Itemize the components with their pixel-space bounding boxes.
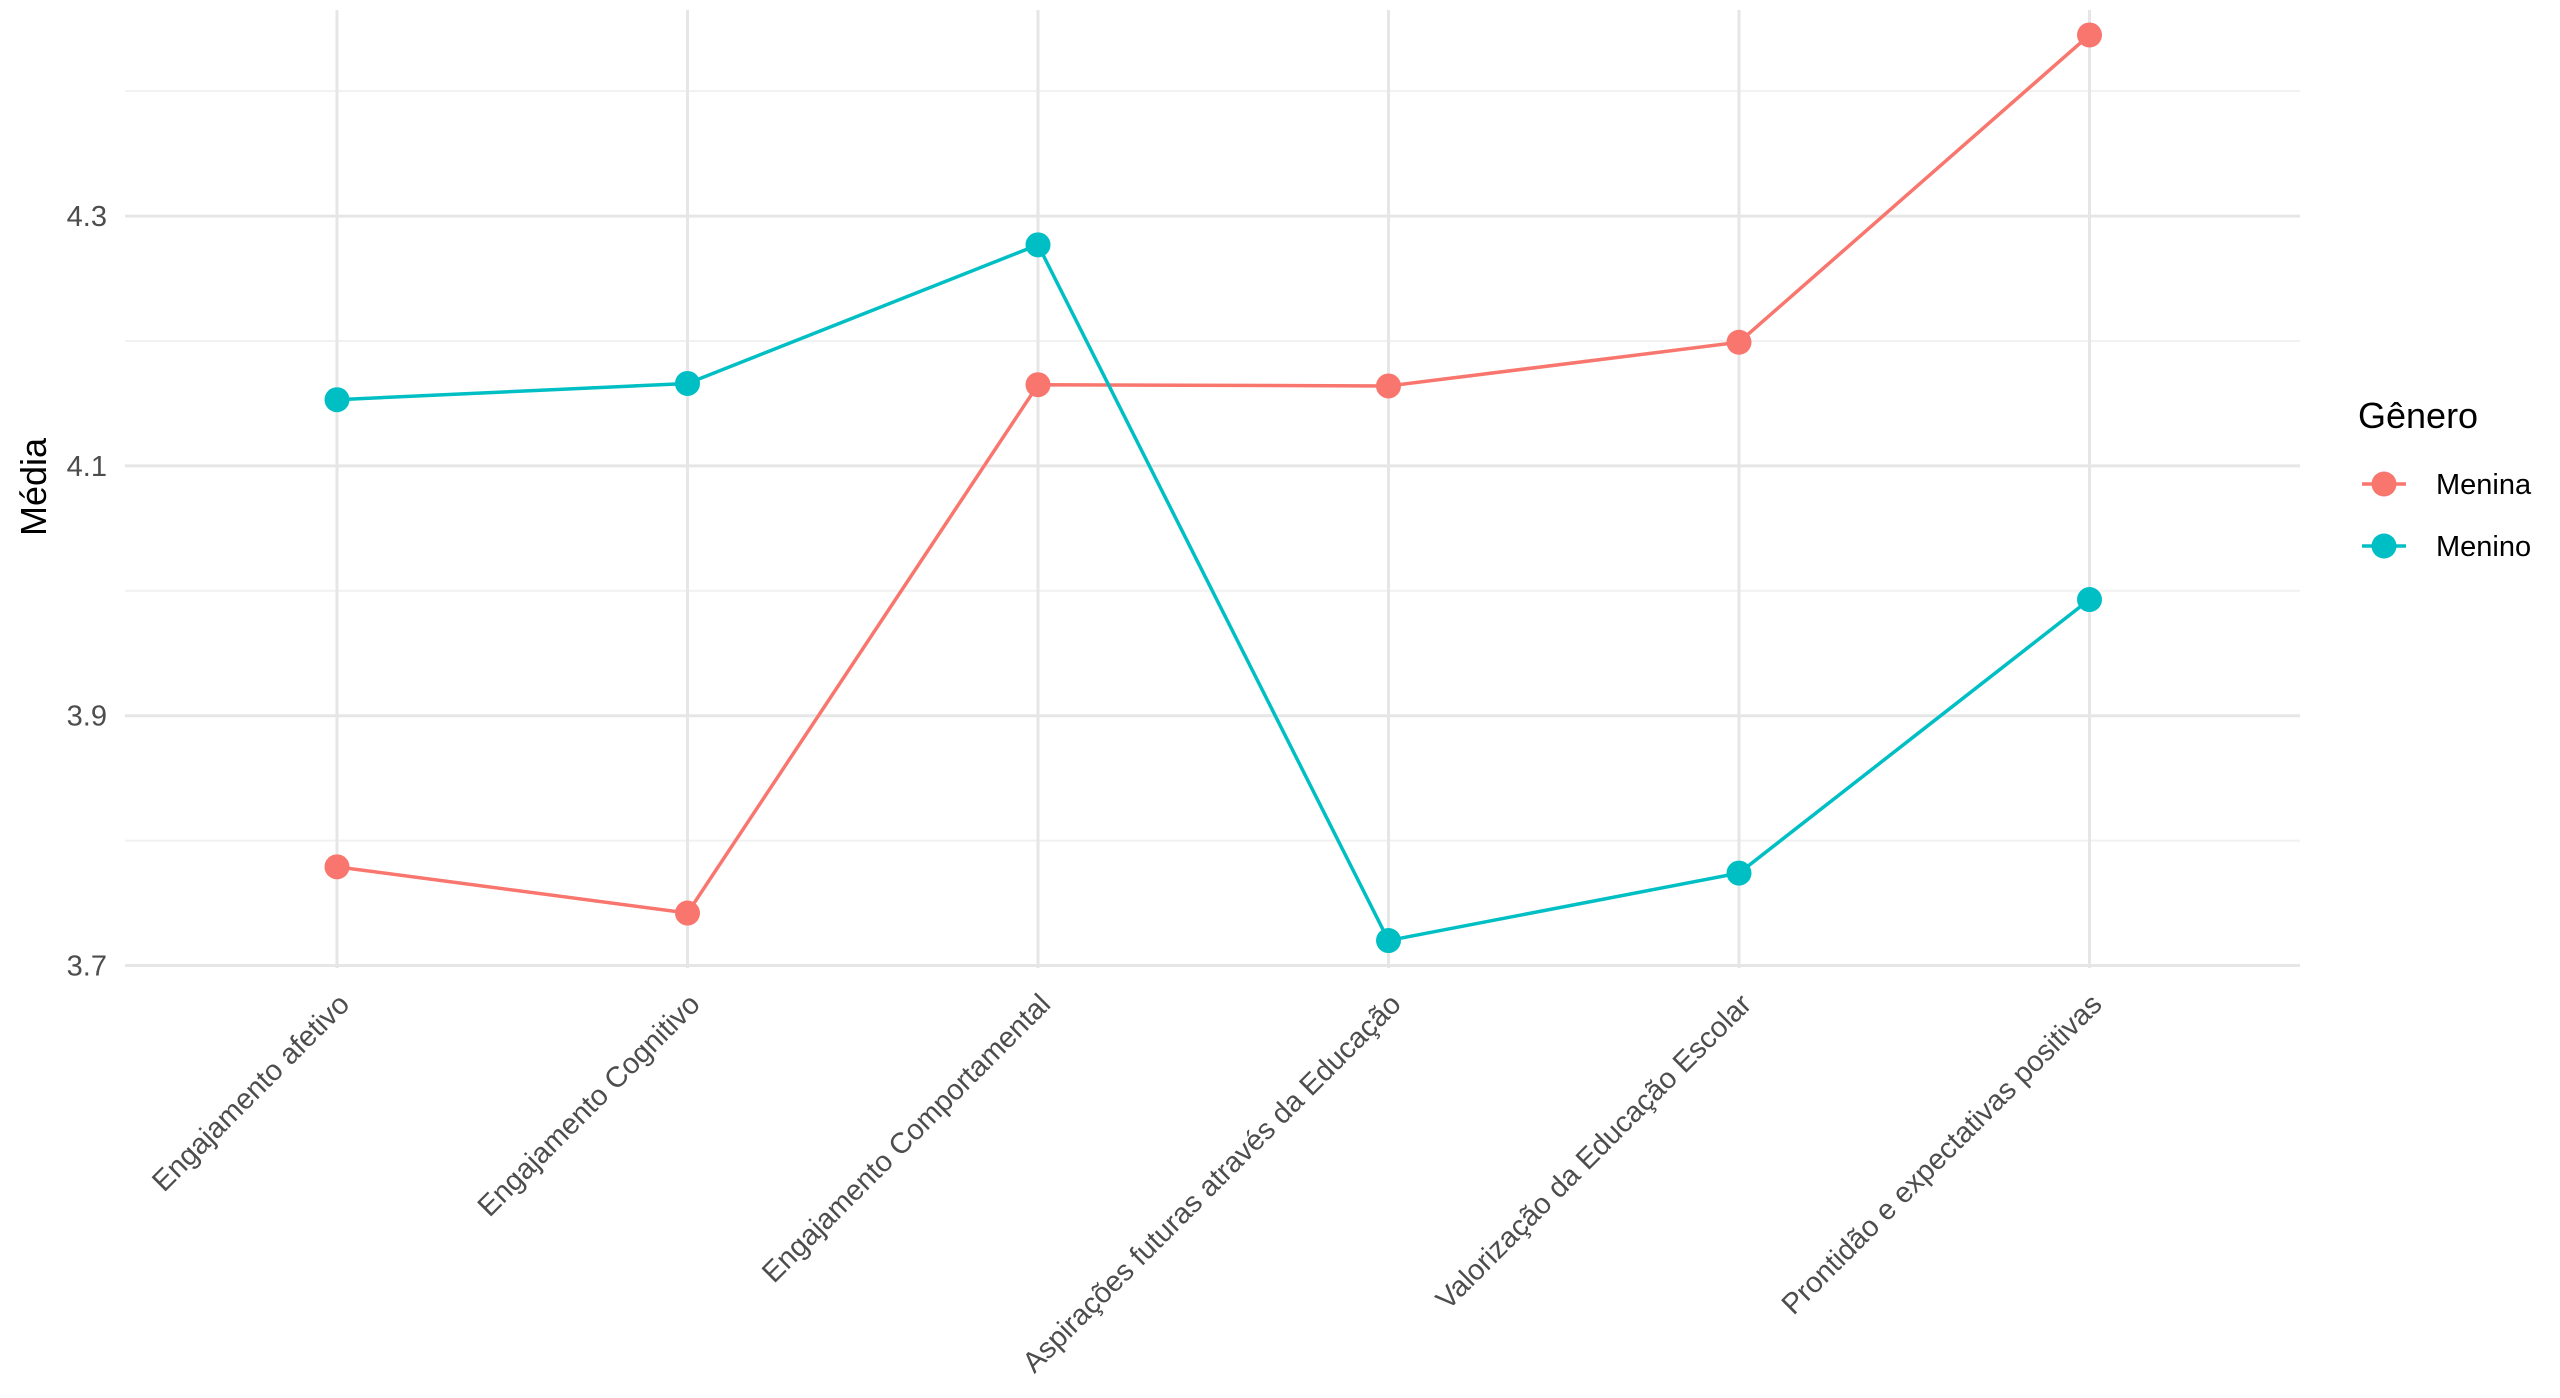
- data-point-menino: [324, 387, 350, 413]
- y-tick-label: 3.7: [67, 951, 107, 983]
- data-point-menino: [1025, 232, 1051, 258]
- y-axis-title: Média: [13, 437, 54, 536]
- data-point-menino: [1726, 860, 1752, 886]
- data-point-menino: [2077, 587, 2102, 613]
- data-point-menino: [1376, 928, 1401, 954]
- legend-label: Menino: [2436, 531, 2531, 563]
- data-point-menina: [1376, 373, 1401, 399]
- series-line-menino: [336, 242, 2091, 943]
- y-tick-label: 4.1: [67, 451, 107, 483]
- data-point-menina: [675, 900, 700, 926]
- x-tick-label: Prontidão e expectativas positivas: [1776, 988, 2109, 1321]
- x-tick-label: Aspirações futuras através da Educação: [1017, 988, 1408, 1379]
- legend-item-menino: Menino: [2362, 531, 2531, 563]
- legend-title: Gênero: [2358, 395, 2478, 436]
- y-tick-labels: 3.7 3.9 4.1 4.3: [67, 201, 107, 982]
- x-tick-label: Engajamento afetivo: [146, 988, 356, 1198]
- data-point-menina: [1025, 372, 1051, 398]
- data-point-menina: [324, 854, 350, 880]
- y-tick-label: 4.3: [67, 201, 107, 233]
- legend-item-menina: Menina: [2362, 469, 2532, 501]
- data-point-menino: [675, 370, 700, 396]
- grid: [125, 10, 2300, 968]
- legend-label: Menina: [2436, 469, 2532, 501]
- series-lines: [336, 33, 2091, 943]
- y-tick-label: 3.9: [67, 701, 107, 733]
- legend-key-point: [2371, 533, 2397, 559]
- data-point-menina: [2077, 22, 2102, 48]
- x-tick-labels: Engajamento afetivo Engajamento Cognitivo…: [146, 988, 2108, 1379]
- data-point-menina: [1726, 329, 1752, 355]
- x-tick-label: Engajamento Cognitivo: [472, 988, 707, 1223]
- x-tick-label: Engajamento Comportamental: [756, 988, 1057, 1289]
- series-line-menina: [336, 33, 2091, 915]
- legend-key-point: [2371, 471, 2397, 497]
- x-tick-label: Valorização da Educação Escolar: [1430, 988, 1758, 1316]
- series-points: [324, 22, 2102, 954]
- legend: Gênero Menina Menino: [2358, 395, 2532, 563]
